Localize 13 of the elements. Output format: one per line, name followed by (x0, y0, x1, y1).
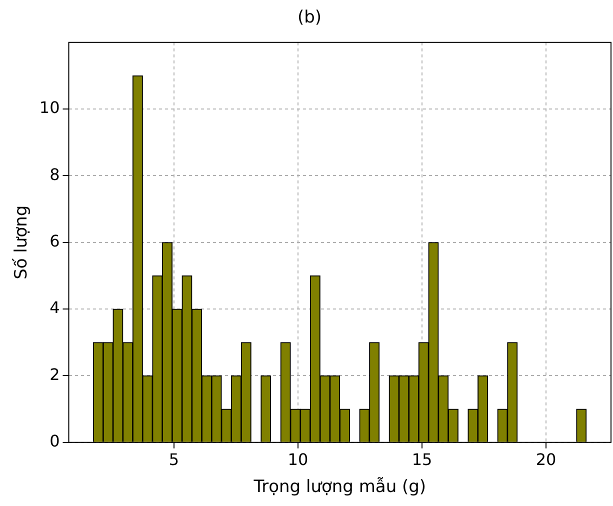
y-axis-title: Số lượng (12, 205, 32, 280)
y-tick-label: 8 (50, 164, 60, 184)
y-tick-label: 2 (50, 364, 60, 384)
y-tick-label: 4 (50, 298, 60, 318)
y-tick-label: 6 (50, 232, 60, 251)
y-tick-label: 10 (39, 98, 60, 118)
y-tick-label: 0 (50, 432, 60, 451)
x-axis-title: Trọng lượng mẫu (g) (252, 477, 426, 498)
x-tick-label: 10 (288, 450, 308, 470)
x-tick-label: 15 (412, 450, 432, 470)
x-tick-label: 20 (536, 450, 556, 470)
x-tick-label: 5 (168, 450, 180, 470)
chart-title: (b) (297, 8, 322, 28)
